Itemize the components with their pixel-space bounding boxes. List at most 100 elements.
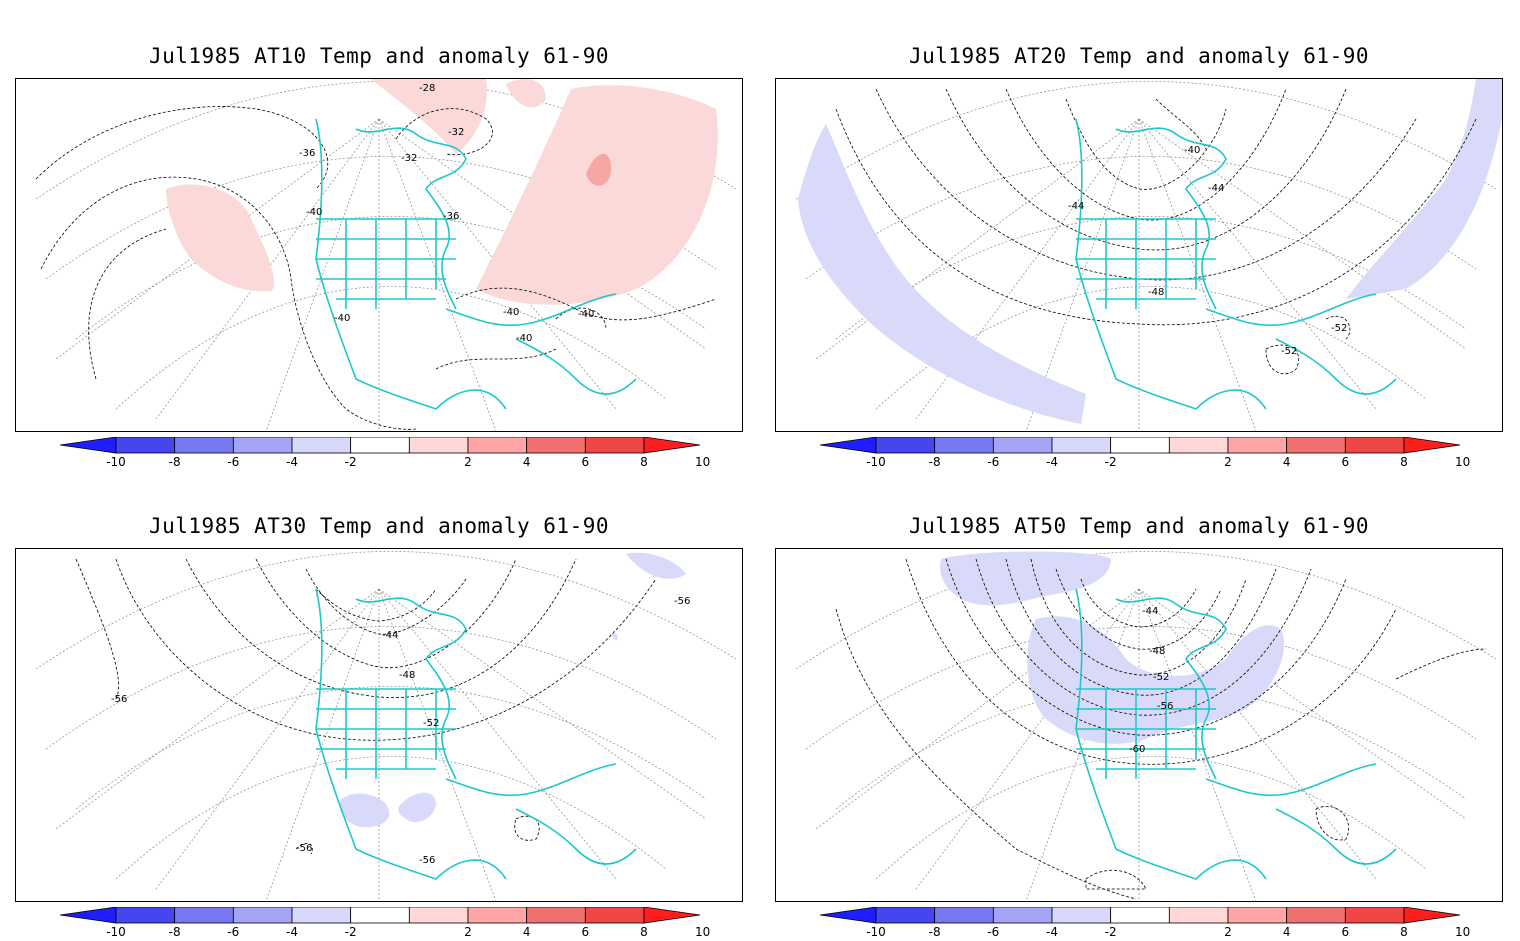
colorbar-tick-label: 4 — [1282, 925, 1291, 939]
contour-label: -40 — [503, 307, 519, 318]
panel-title-at50: Jul1985 AT50 Temp and anomaly 61-90 — [908, 514, 1369, 538]
colorbar-tick-label: 6 — [581, 455, 590, 469]
colorbar-tick-label: -4 — [1046, 925, 1058, 939]
colorbar-at20: -10 -8 -6 -4 -2 2 4 6 8 10 — [820, 437, 1480, 471]
colorbar-tick-label: 2 — [1224, 925, 1232, 939]
colorbar-tick-label: 10 — [695, 455, 711, 469]
colorbar-tick-label: -6 — [987, 455, 1000, 469]
colorbar-tick-label: -4 — [286, 455, 298, 469]
contour-label: -40 — [334, 313, 350, 324]
colorbar-tick-label: -2 — [1104, 925, 1117, 939]
contour-label: -28 — [419, 83, 435, 94]
colorbar-tick-label: 8 — [1400, 925, 1408, 939]
colorbar-arrow-low — [820, 907, 877, 924]
contours — [35, 106, 717, 430]
colorbar-box — [1344, 437, 1405, 454]
colorbar-box — [526, 907, 586, 924]
panel-title-at30: Jul1985 AT30 Temp and anomaly 61-90 — [148, 514, 609, 538]
graticule — [795, 551, 1497, 901]
map-at30: -44 -48 -52 -56 -56 -56 -56 — [15, 548, 743, 902]
colorbar-box — [291, 907, 352, 924]
contour-label: -44 — [1142, 606, 1158, 617]
map-at20: -40 -44 -44 -48 -52 -52 — [775, 78, 1503, 432]
colorbar-box — [1051, 907, 1112, 924]
colorbar-tick-label: -8 — [928, 455, 941, 469]
colorbar-tick-label: -2 — [344, 455, 357, 469]
colorbar-box — [174, 437, 234, 454]
colorbar-box — [1168, 907, 1229, 924]
contour-label: -44 — [382, 630, 398, 641]
colorbar-box — [1110, 907, 1170, 924]
colorbar-box — [992, 907, 1053, 924]
colorbar-box — [1286, 907, 1346, 924]
colorbar-box — [526, 437, 586, 454]
map-at20-svg: -40 -44 -44 -48 -52 -52 — [795, 79, 1502, 431]
colorbar-tick-label: -4 — [1046, 455, 1058, 469]
colorbar-box — [1227, 907, 1288, 924]
colorbar-box — [115, 907, 176, 924]
colorbar-box — [232, 907, 293, 924]
colorbar-box — [350, 437, 410, 454]
contour-label: -56 — [1157, 701, 1173, 712]
contours — [75, 558, 657, 855]
contour-label: -52 — [1331, 323, 1347, 334]
colorbar-tick-label: 10 — [695, 925, 711, 939]
contour-label: -40 — [578, 309, 594, 320]
colorbar-svg — [820, 437, 1461, 454]
colorbar-tick-label: 4 — [1282, 455, 1291, 469]
colorbar-tick-label: 8 — [640, 455, 648, 469]
coastlines — [315, 118, 637, 410]
colorbar-tick-label: 10 — [1455, 455, 1471, 469]
colorbar-tick-label: -8 — [168, 925, 181, 939]
colorbar-svg — [820, 907, 1461, 924]
colorbar-box — [934, 437, 994, 454]
colorbar-tick-label: -2 — [1104, 455, 1117, 469]
colorbar-arrow-high — [643, 907, 701, 924]
coastlines — [1075, 118, 1397, 410]
colorbar-box — [1051, 437, 1112, 454]
colorbar-tick-label: 4 — [522, 455, 531, 469]
colorbar-box — [408, 437, 469, 454]
colorbar-tick-label: -6 — [987, 925, 1000, 939]
contour-label: -56 — [674, 596, 690, 607]
colorbar-box — [174, 907, 234, 924]
colorbar-at30: -10 -8 -6 -4 -2 2 4 6 8 10 — [60, 907, 720, 941]
colorbar-tick-label: -8 — [168, 455, 181, 469]
map-at10-svg: -28 -32 -32 -36 -36 -40 -40 -40 -40 -40 — [35, 79, 737, 431]
colorbar-tick-label: 6 — [581, 925, 590, 939]
colorbar-svg — [60, 437, 701, 454]
contour-label: -40 — [306, 207, 322, 218]
colorbar-box — [408, 907, 469, 924]
colorbar-box — [115, 437, 176, 454]
colorbar-at50: -10 -8 -6 -4 -2 2 4 6 8 10 — [820, 907, 1480, 941]
contour-labels: -40 -44 -44 -48 -52 -52 — [1068, 145, 1347, 357]
contour-label: -56 — [111, 694, 127, 705]
colorbar-box — [1227, 437, 1288, 454]
contour-label: -36 — [443, 211, 459, 222]
colorbar-box — [875, 907, 936, 924]
colorbar-tick-label: -2 — [344, 925, 357, 939]
colorbar-box — [1168, 437, 1229, 454]
colorbar-tick-label: -6 — [227, 925, 240, 939]
colorbar-tick-label: 2 — [464, 925, 472, 939]
map-at10: -28 -32 -32 -36 -36 -40 -40 -40 -40 -40 — [15, 78, 743, 432]
colorbar-tick-label: -10 — [866, 925, 886, 939]
coastlines — [1075, 588, 1397, 880]
colorbar-arrow-low — [820, 437, 877, 454]
contour-label: -32 — [448, 127, 464, 138]
colorbar-tick-label: 8 — [1400, 455, 1408, 469]
colorbar-box — [291, 437, 352, 454]
colorbar-box — [584, 907, 645, 924]
graticule — [35, 551, 737, 901]
colorbar-box — [584, 437, 645, 454]
colorbar-box — [467, 437, 528, 454]
contour-label: -48 — [1148, 287, 1164, 298]
anomaly-shading — [166, 79, 718, 305]
colorbar-tick-label: 2 — [464, 455, 472, 469]
colorbar-tick-label: -6 — [227, 455, 240, 469]
colorbar-box — [875, 437, 936, 454]
contour-labels: -44 -48 -52 -56 -56 -56 -56 — [111, 596, 690, 866]
contour-label: -40 — [516, 333, 532, 344]
colorbar-box — [232, 437, 293, 454]
contour-label: -44 — [1208, 183, 1224, 194]
